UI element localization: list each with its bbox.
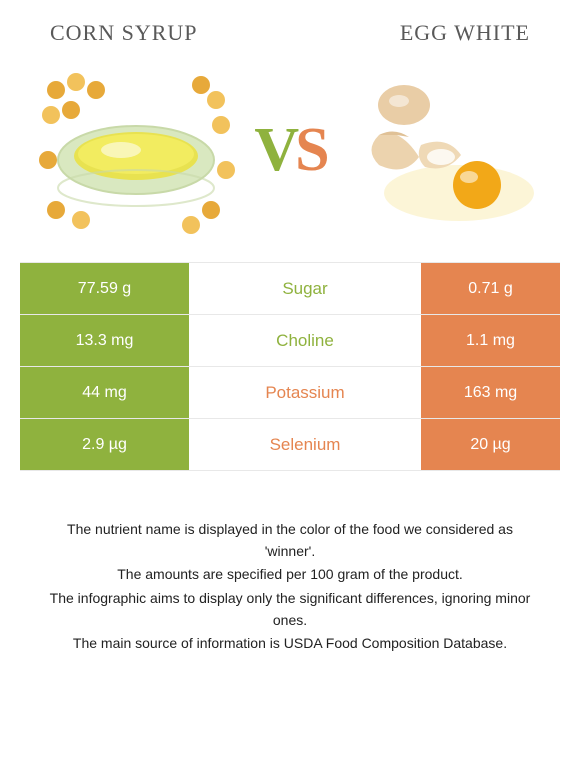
left-value: 77.59 g — [20, 263, 190, 314]
table-row: 77.59 g Sugar 0.71 g — [20, 263, 560, 315]
right-food-title: Egg white — [400, 20, 530, 46]
table-row: 13.3 mg Choline 1.1 mg — [20, 315, 560, 367]
note-line: The infographic aims to display only the… — [44, 588, 536, 631]
left-food-title: Corn syrup — [50, 20, 198, 46]
note-line: The main source of information is USDA F… — [44, 633, 536, 655]
header-row: Corn syrup Egg white — [20, 18, 560, 54]
egg-white-image — [344, 60, 544, 240]
note-line: The nutrient name is displayed in the co… — [44, 519, 536, 562]
left-value: 44 mg — [20, 367, 190, 418]
right-value: 0.71 g — [420, 263, 560, 314]
footnotes: The nutrient name is displayed in the co… — [20, 471, 560, 655]
left-value: 2.9 µg — [20, 419, 190, 470]
note-line: The amounts are specified per 100 gram o… — [44, 564, 536, 586]
nutrient-name: Sugar — [190, 263, 420, 314]
vs-label: VS — [254, 115, 325, 186]
right-value: 163 mg — [420, 367, 560, 418]
corn-syrup-image — [36, 60, 236, 240]
nutrient-name: Choline — [190, 315, 420, 366]
vs-s-letter: S — [295, 116, 325, 184]
image-row: VS — [20, 54, 560, 262]
right-value: 1.1 mg — [420, 315, 560, 366]
nutrient-name: Selenium — [190, 419, 420, 470]
nutrient-name: Potassium — [190, 367, 420, 418]
table-row: 2.9 µg Selenium 20 µg — [20, 419, 560, 471]
left-value: 13.3 mg — [20, 315, 190, 366]
right-value: 20 µg — [420, 419, 560, 470]
infographic-container: Corn syrup Egg white — [0, 0, 580, 784]
table-row: 44 mg Potassium 163 mg — [20, 367, 560, 419]
comparison-table: 77.59 g Sugar 0.71 g 13.3 mg Choline 1.1… — [20, 262, 560, 471]
vs-v-letter: V — [254, 116, 295, 184]
